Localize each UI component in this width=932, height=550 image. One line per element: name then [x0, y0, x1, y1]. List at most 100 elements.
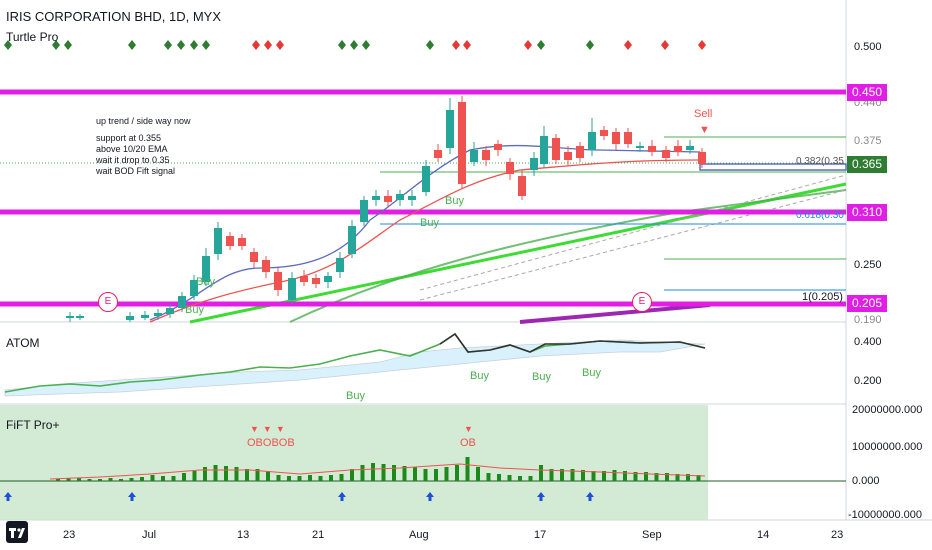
- fift-bar: [444, 467, 449, 481]
- fift-bar: [308, 475, 312, 481]
- fift-bar: [171, 476, 176, 481]
- candle-body: [686, 146, 694, 150]
- fift-label[interactable]: FiFT Pro+: [6, 418, 60, 432]
- candle-body: [226, 236, 234, 246]
- candle-body: [576, 146, 584, 158]
- purple-line: [519, 303, 711, 324]
- price-tag: 0.310: [847, 204, 887, 221]
- event-marker[interactable]: E: [98, 292, 118, 312]
- candle-body: [300, 276, 308, 282]
- candle-body: [384, 196, 392, 202]
- fift-bar: [549, 469, 554, 481]
- annotation-note: up trend / side way now support at 0.355…: [96, 116, 191, 177]
- candle-body: [422, 166, 430, 192]
- fift-bar: [486, 473, 491, 481]
- candle-body: [141, 315, 149, 318]
- buy-label: Buy: [196, 276, 215, 288]
- candle-body: [202, 256, 210, 282]
- fift-up-arrow-icon: [537, 492, 545, 501]
- turtle-diamond-icon: [350, 40, 358, 50]
- fift-bar: [150, 475, 155, 481]
- candle-body: [482, 150, 490, 160]
- ob-arrow-icon: ▼▼▼: [250, 424, 289, 434]
- date-tick: 17: [534, 529, 547, 541]
- current-price-tag: 0.365: [847, 156, 887, 173]
- candle-body: [336, 258, 344, 272]
- buy-label: Buy: [532, 371, 551, 383]
- candle-body: [636, 146, 644, 148]
- turtle-diamond-icon: [164, 40, 172, 50]
- turtle-diamond-icon: [452, 40, 460, 50]
- fift-bar: [182, 473, 186, 481]
- price-tag: 0.205: [847, 295, 887, 312]
- fift-bar: [402, 466, 407, 481]
- candle-body: [674, 146, 682, 152]
- buy-label: Buy: [185, 304, 204, 316]
- turtle-diamond-icon: [128, 40, 136, 50]
- candle-body: [540, 136, 548, 164]
- fift-bar: [560, 469, 564, 481]
- candle-body: [446, 110, 454, 148]
- fift-bar: [129, 478, 134, 481]
- fift-bar: [518, 476, 522, 481]
- fift-bar: [339, 474, 344, 481]
- candle-body: [396, 194, 404, 200]
- fift-bar: [686, 474, 690, 481]
- note-line: wait BOD Fift signal: [96, 166, 176, 176]
- chart-title: IRIS CORPORATION BHD, 1D, MYX: [6, 9, 222, 24]
- ob-arrow-icon: ▼: [464, 424, 473, 434]
- candle-body: [66, 316, 74, 318]
- candle-body: [518, 176, 526, 196]
- fift-bar: [329, 475, 333, 481]
- turtle-diamond-icon: [276, 40, 284, 50]
- fift-bar: [381, 464, 386, 481]
- channel-line: [419, 189, 847, 301]
- turtle-diamond-icon: [190, 40, 198, 50]
- fift-bar: [465, 457, 470, 481]
- turtle-diamond-icon: [524, 40, 532, 50]
- candle-body: [698, 152, 706, 164]
- candle-body: [190, 280, 198, 296]
- indicator-name[interactable]: Turtle Pro: [6, 30, 59, 44]
- atom-line-dark: [439, 332, 706, 353]
- fift-bar: [66, 478, 71, 481]
- fift-bar: [696, 475, 701, 481]
- atom-label[interactable]: ATOM: [6, 336, 40, 350]
- candles: [66, 96, 706, 322]
- fift-bar: [581, 470, 585, 481]
- price-tag: 0.450: [847, 84, 887, 101]
- turtle-diamond-icon: [338, 40, 346, 50]
- candle-body: [648, 146, 656, 152]
- fift-up-arrow-icon: [586, 492, 594, 501]
- candle-body: [458, 102, 466, 184]
- tradingview-logo-icon[interactable]: [6, 521, 28, 543]
- candle-body: [126, 316, 134, 320]
- candle-body: [274, 272, 282, 290]
- fift-bar: [77, 478, 81, 481]
- buy-label: Buy: [445, 195, 464, 207]
- fift-bar: [98, 479, 102, 481]
- fift-bar: [119, 479, 123, 481]
- buy-label: Buy: [470, 370, 489, 382]
- fift-bar: [528, 476, 533, 481]
- fift-bar: [87, 479, 92, 481]
- fift-bar: [203, 467, 207, 481]
- event-marker[interactable]: E: [632, 292, 652, 312]
- turtle-diamond-icon: [463, 40, 471, 50]
- turtle-diamond-icon: [264, 40, 272, 50]
- event-marker-label: E: [638, 296, 646, 307]
- turtle-diamond-icon: [362, 40, 370, 50]
- date-tick: 23: [831, 529, 844, 541]
- fift-bar: [266, 471, 270, 481]
- fift-bar: [224, 466, 228, 481]
- note-line: above 10/20 EMA: [96, 144, 168, 154]
- candle-body: [624, 132, 632, 144]
- turtle-diamond-icon: [537, 40, 545, 50]
- turtle-diamond-icon: [64, 40, 72, 50]
- ob-label: OB: [460, 437, 476, 449]
- candle-body: [324, 276, 332, 282]
- fift-bars: [56, 457, 701, 481]
- fift-bar: [423, 469, 428, 481]
- fib-label: 0.618(0.30: [796, 210, 844, 221]
